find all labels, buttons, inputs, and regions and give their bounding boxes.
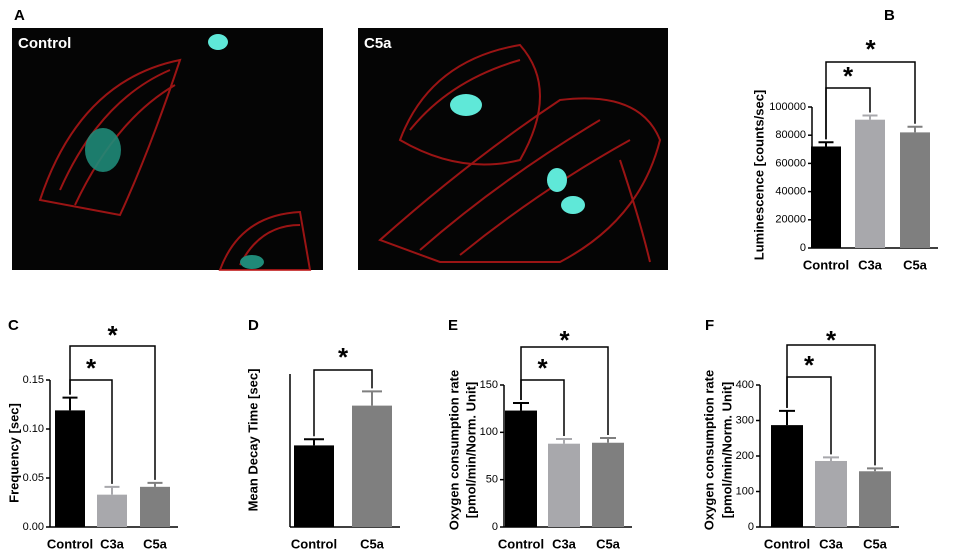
bar: [900, 132, 930, 248]
x-tick-label: C5a: [360, 536, 385, 551]
y-tick-label: 0: [492, 521, 498, 533]
y-tick-label: 0: [748, 521, 754, 533]
x-tick-label: Control: [803, 257, 849, 272]
significance-bracket: [520, 346, 609, 436]
image-label: C5a: [364, 35, 392, 52]
y-axis-label: Oxygen consumption rate: [446, 370, 461, 530]
bar: [505, 410, 537, 527]
bar-chart: D Mean Decay Time [sec] Control C5a *: [245, 317, 400, 551]
significance-bracket: [69, 345, 156, 480]
panel-letter: E: [448, 317, 458, 334]
significance-label: *: [826, 325, 837, 355]
significance-label: *: [559, 325, 570, 355]
significance-label: *: [804, 350, 815, 380]
x-tick-label: C5a: [143, 536, 168, 551]
panel-letter: D: [248, 317, 259, 334]
y-axis-label: Frequency [sec]: [6, 403, 21, 503]
micrograph: C5a: [358, 28, 668, 270]
y-tick-label: 100000: [769, 101, 806, 113]
error-bar: [362, 390, 382, 406]
error-bar: [862, 114, 878, 120]
bar: [592, 442, 624, 527]
error-bar: [818, 141, 834, 147]
panel-letter: B: [884, 7, 895, 24]
x-tick-label: C3a: [552, 536, 577, 551]
y-tick-label: 0.10: [23, 423, 44, 435]
significance-bracket: [786, 344, 876, 466]
x-tick-label: Control: [764, 536, 810, 551]
bar: [811, 146, 841, 248]
bar-chart: C Frequency [sec] 0.00 0.05 0.10 0.15 Control C…: [6, 317, 178, 551]
bar: [352, 405, 392, 527]
bar: [97, 494, 127, 527]
x-tick-label: C5a: [863, 536, 888, 551]
bar: [859, 471, 891, 527]
x-tick-label: C5a: [903, 257, 928, 272]
y-axis-label: Luminescence [counts/sec]: [751, 90, 766, 261]
bar: [548, 443, 580, 527]
y-tick-label: 300: [736, 414, 754, 426]
bar-chart: F Oxygen consumption rate [pmol/min/Norm. …: [701, 317, 899, 551]
bar: [771, 425, 803, 527]
panel-letter: C: [8, 317, 19, 334]
y-tick-label: 400: [736, 379, 754, 391]
error-bar: [513, 401, 529, 411]
y-axis-label: Oxygen consumption rate: [701, 370, 716, 530]
panel-letter: F: [705, 317, 714, 334]
y-tick-label: 20000: [775, 214, 806, 226]
error-bar: [779, 409, 795, 426]
y-tick-label: 0.00: [23, 521, 44, 533]
y-tick-label: 80000: [775, 129, 806, 141]
y-tick-label: 40000: [775, 186, 806, 198]
x-tick-label: Control: [47, 536, 93, 551]
significance-bracket: [825, 61, 916, 140]
significance-label: *: [537, 353, 548, 383]
bar: [294, 445, 334, 527]
x-tick-label: C3a: [819, 536, 844, 551]
significance-label: *: [338, 342, 349, 372]
error-bar: [600, 437, 616, 443]
y-tick-label: 0: [800, 242, 806, 254]
bar: [815, 460, 847, 527]
bar: [855, 119, 885, 248]
y-axis-label: [pmol/min/Norm. Unit]: [719, 382, 734, 519]
error-bar: [304, 438, 324, 446]
x-tick-label: C3a: [100, 536, 125, 551]
x-tick-label: C5a: [596, 536, 621, 551]
y-tick-label: 200: [736, 450, 754, 462]
x-tick-label: C3a: [858, 257, 883, 272]
bar-chart: B Luminescence [counts/sec] 0 20000 40000 600…: [751, 7, 938, 272]
error-bar: [104, 485, 120, 495]
micrograph: Control: [12, 28, 323, 271]
y-tick-label: 0.05: [23, 472, 44, 484]
y-tick-label: 100: [736, 485, 754, 497]
y-tick-label: 60000: [775, 157, 806, 169]
significance-bracket: [313, 369, 373, 437]
y-axis-label: Mean Decay Time [sec]: [245, 369, 260, 512]
bar-chart: E Oxygen consumption rate [pmol/min/Norm. …: [446, 317, 632, 551]
y-tick-label: 0.15: [23, 374, 44, 386]
significance-label: *: [86, 353, 97, 383]
panel-letter: A: [14, 7, 25, 24]
bar: [55, 410, 85, 527]
y-tick-label: 100: [480, 426, 498, 438]
y-tick-label: 150: [480, 379, 498, 391]
image-label: Control: [18, 35, 71, 52]
error-bar: [147, 481, 163, 487]
significance-label: *: [865, 34, 876, 64]
x-tick-label: Control: [291, 536, 337, 551]
error-bar: [62, 396, 78, 411]
x-tick-label: Control: [498, 536, 544, 551]
error-bar: [867, 467, 883, 472]
significance-label: *: [843, 61, 854, 91]
error-bar: [823, 456, 839, 461]
error-bar: [907, 125, 923, 133]
significance-label: *: [107, 320, 118, 350]
error-bar: [556, 437, 572, 444]
y-axis-label: [pmol/min/Norm. Unit]: [463, 382, 478, 519]
y-tick-label: 50: [486, 474, 498, 486]
bar: [140, 486, 170, 527]
